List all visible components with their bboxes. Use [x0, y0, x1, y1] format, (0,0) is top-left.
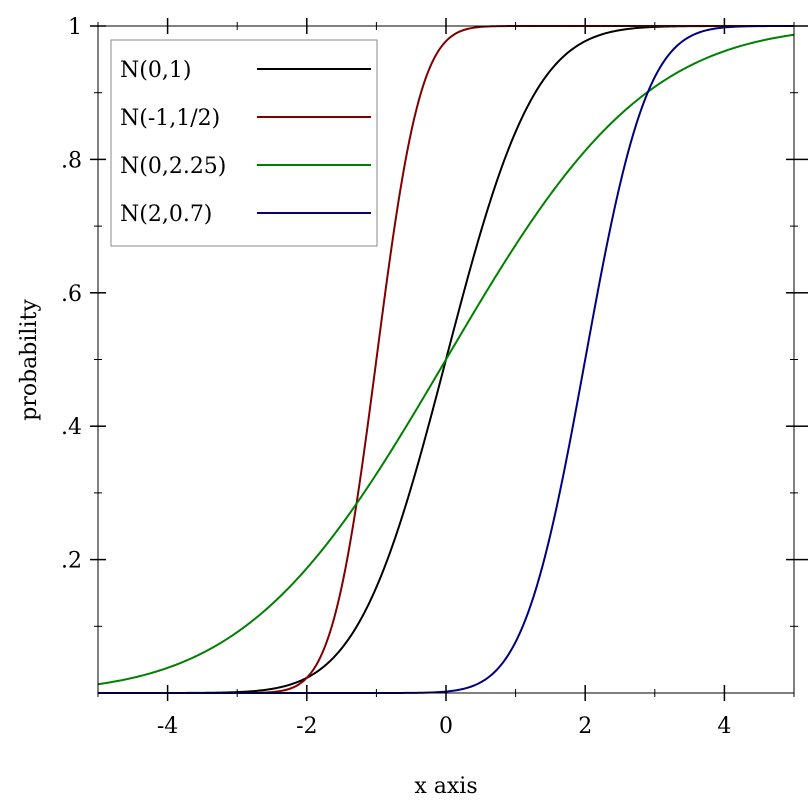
legend-box [110, 39, 378, 247]
x-axis-title: x axis [414, 774, 477, 799]
legend: N(0,1) N(-1,1/2) N(0,2.25) N(2,0.7) [110, 39, 378, 247]
y-tick-label: .4 [61, 415, 82, 440]
y-tick-label: .6 [61, 282, 82, 307]
y-tick-label: 1 [68, 15, 82, 40]
legend-label: N(-1,1/2) [120, 106, 220, 131]
x-tick-label: 4 [717, 714, 731, 739]
y-axis-title: probability [17, 299, 42, 421]
series-line-3 [97, 33, 795, 686]
legend-label: N(2,0.7) [120, 202, 212, 227]
ticks-layer: -4 -2 0 2 4 .2 .4 .6 .8 1 [61, 15, 808, 739]
y-tick-label: .8 [61, 148, 82, 173]
legend-label: N(0,1) [120, 58, 191, 83]
x-tick-label: 2 [578, 714, 592, 739]
x-tick-label: -4 [157, 714, 178, 739]
x-tick-label: -2 [296, 714, 317, 739]
x-tick-label: 0 [439, 714, 453, 739]
legend-label: N(0,2.25) [120, 154, 226, 179]
y-tick-label: .2 [61, 549, 82, 574]
